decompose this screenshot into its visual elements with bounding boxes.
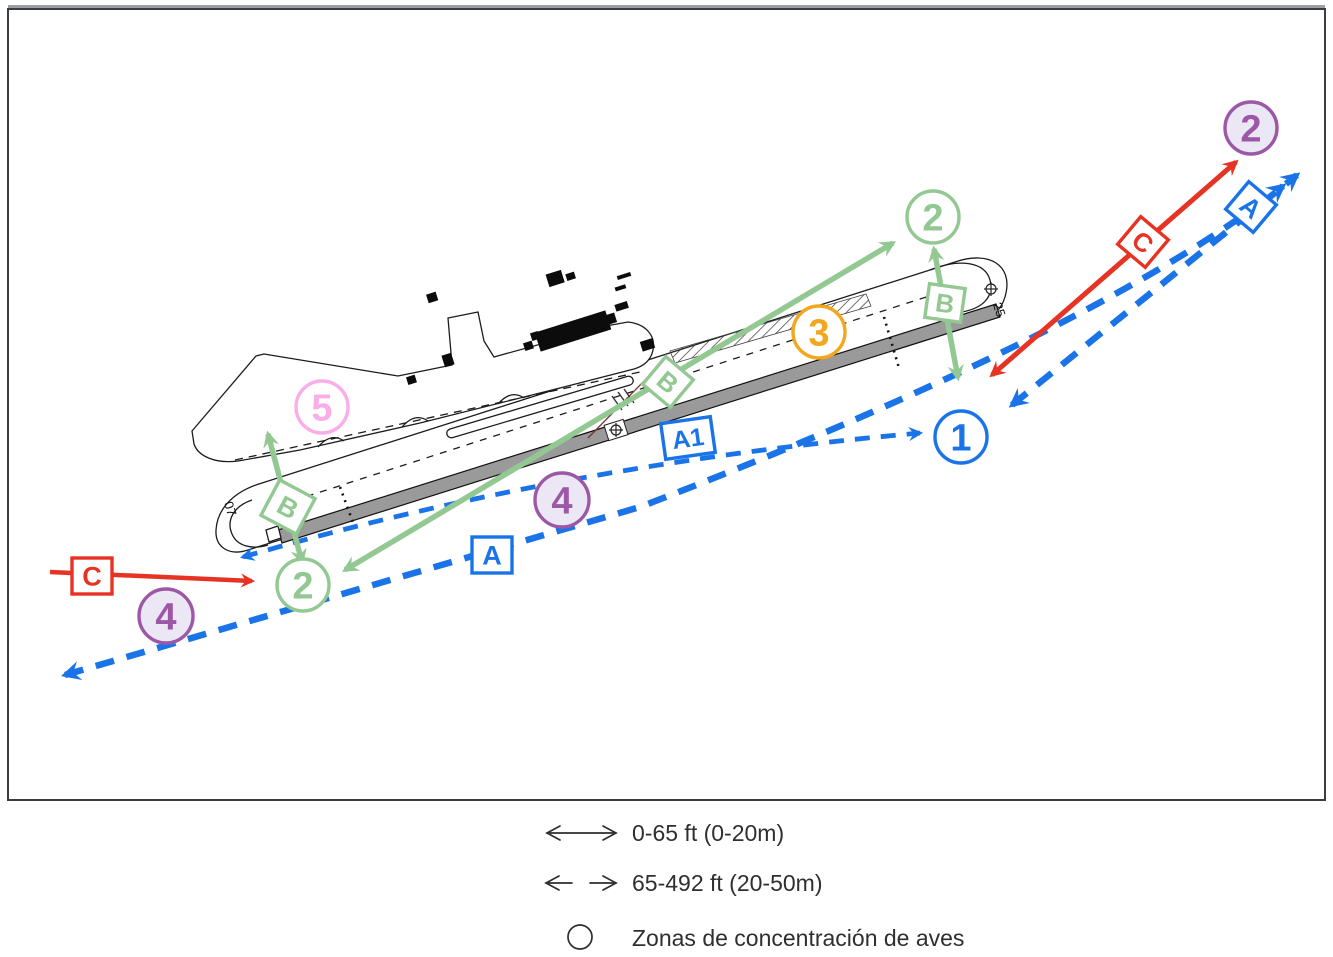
double-arrow-split-icon — [544, 875, 618, 891]
route-marker-b-left: B — [258, 477, 318, 537]
legend-row-altitude-high: 65-492 ft (20-50m) — [544, 870, 822, 896]
bird-zones: 1 2 2 2 3 4 4 5 — [137, 100, 1279, 645]
legend: 0-65 ft (0-20m) 65-492 ft (20-50m) Zonas… — [544, 820, 964, 951]
top-gray-strip — [8, 5, 1325, 9]
zone-pink-5: 5 — [294, 379, 350, 435]
zone-purple-2: 2 — [1223, 100, 1279, 156]
zone-number: 4 — [155, 597, 176, 639]
route-marker-b-right: B — [922, 281, 968, 325]
zone-green-2-top: 2 — [905, 189, 961, 245]
route-marker-b-mid: B — [640, 354, 696, 410]
zone-number: 1 — [950, 418, 971, 460]
zone-number: 3 — [808, 313, 829, 355]
path-b-long-green-arrow — [341, 240, 897, 573]
route-marker-labels: A A A1 B B B C C — [70, 179, 1279, 596]
path-c-right-red-arrow — [989, 159, 1239, 378]
legend-label-high-altitude: 65-492 ft (20-50m) — [632, 870, 822, 896]
route-marker-a1-box-text: A1 — [670, 423, 706, 455]
double-arrow-solid-icon — [545, 825, 618, 841]
route-marker-a-box-text: A — [482, 541, 502, 571]
route-marker-c-box: C — [70, 556, 114, 596]
zone-number: 5 — [311, 388, 332, 430]
route-marker-c-box-text: C — [82, 562, 102, 592]
legend-label-bird-zones: Zonas de concentración de aves — [632, 925, 964, 951]
zone-orange-3: 3 — [791, 304, 847, 360]
route-marker-a-diamond: A — [1223, 179, 1279, 235]
zone-number: 2 — [292, 566, 313, 608]
legend-label-low-altitude: 0-65 ft (0-20m) — [632, 820, 784, 846]
route-marker-c-diamond: C — [1115, 214, 1171, 270]
zone-number: 2 — [1240, 109, 1261, 151]
zone-number: 4 — [551, 481, 572, 523]
zone-green-2-bottom: 2 — [275, 557, 331, 613]
legend-row-bird-zones: Zonas de concentración de aves — [567, 924, 964, 951]
legend-row-altitude-low: 0-65 ft (0-20m) — [545, 820, 784, 846]
zone-circle-icon — [567, 924, 593, 950]
zone-blue-1: 1 — [933, 409, 989, 465]
zone-purple-4-mid: 4 — [533, 471, 591, 529]
route-marker-a1-box: A1 — [658, 414, 718, 462]
route-marker-b-right-text: B — [934, 287, 957, 319]
zone-number: 2 — [922, 198, 943, 240]
route-marker-a-box: A — [470, 535, 514, 575]
zone-purple-4-left: 4 — [137, 587, 195, 645]
